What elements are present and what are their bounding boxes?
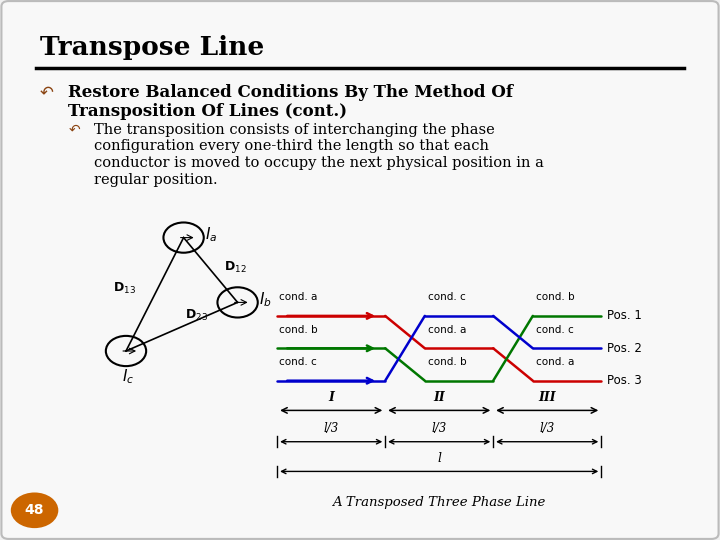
Text: $I_b$: $I_b$ (259, 291, 272, 309)
Text: I: I (328, 391, 334, 404)
Text: configuration every one-third the length so that each: configuration every one-third the length… (94, 139, 489, 153)
Text: l/3: l/3 (323, 422, 339, 435)
Text: cond. b: cond. b (536, 292, 575, 302)
Text: II: II (433, 391, 445, 404)
Text: A Transposed Three Phase Line: A Transposed Three Phase Line (333, 496, 546, 509)
Text: regular position.: regular position. (94, 173, 217, 187)
Text: cond. a: cond. a (428, 325, 467, 335)
Text: cond. c: cond. c (428, 292, 466, 302)
Text: ↶: ↶ (40, 84, 53, 102)
Text: III: III (539, 391, 556, 404)
Text: cond. a: cond. a (536, 357, 575, 367)
Text: cond. b: cond. b (428, 357, 467, 367)
Text: $\mathbf{D}_{13}$: $\mathbf{D}_{13}$ (113, 281, 136, 296)
Text: Pos. 3: Pos. 3 (607, 374, 642, 387)
Text: cond. a: cond. a (279, 292, 318, 302)
Text: Pos. 1: Pos. 1 (607, 309, 642, 322)
Text: cond. b: cond. b (279, 325, 318, 335)
Text: 48: 48 (24, 503, 45, 517)
Text: $\mathbf{D}_{12}$: $\mathbf{D}_{12}$ (223, 260, 246, 275)
Text: Pos. 2: Pos. 2 (607, 342, 642, 355)
Text: Transposition Of Lines (cont.): Transposition Of Lines (cont.) (68, 103, 348, 119)
Text: Restore Balanced Conditions By The Method Of: Restore Balanced Conditions By The Metho… (68, 84, 513, 100)
Text: cond. c: cond. c (279, 357, 317, 367)
Text: ↶: ↶ (68, 123, 80, 137)
Text: cond. c: cond. c (536, 325, 574, 335)
Text: conductor is moved to occupy the next physical position in a: conductor is moved to occupy the next ph… (94, 156, 544, 170)
Text: $\mathbf{D}_{23}$: $\mathbf{D}_{23}$ (186, 308, 208, 323)
Text: l: l (437, 452, 441, 465)
Text: Transpose Line: Transpose Line (40, 35, 264, 60)
Text: l/3: l/3 (539, 422, 555, 435)
Text: The transposition consists of interchanging the phase: The transposition consists of interchang… (94, 123, 495, 137)
Text: l/3: l/3 (431, 422, 447, 435)
Circle shape (11, 492, 58, 528)
Text: $I_a$: $I_a$ (205, 226, 217, 244)
Text: $I_c$: $I_c$ (122, 368, 135, 386)
